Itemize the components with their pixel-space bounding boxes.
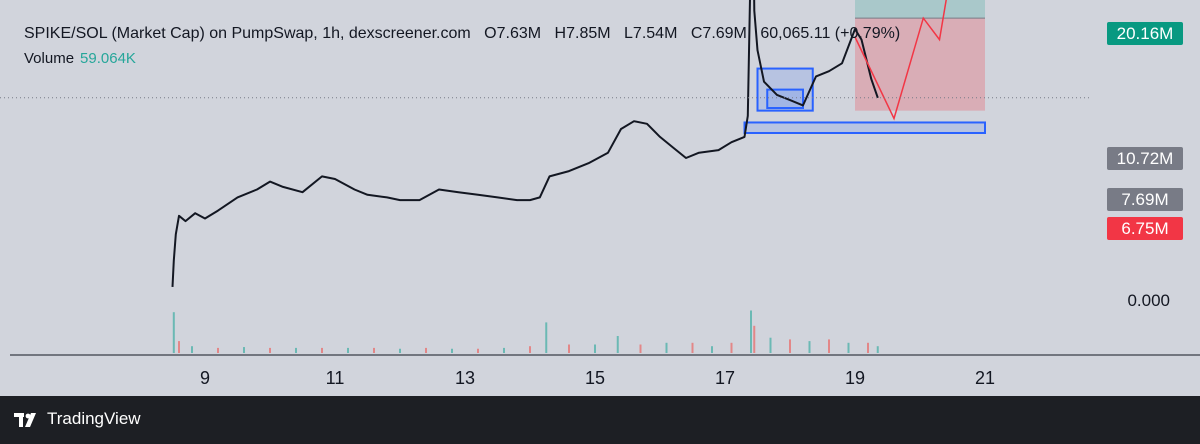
volume-bar — [711, 346, 713, 353]
projection-line — [854, 0, 947, 121]
volume-bar — [269, 347, 271, 353]
volume-bar — [867, 342, 869, 353]
profit-zone — [855, 0, 985, 19]
volume-bar — [665, 342, 668, 353]
entry-price-badge: 10.72M — [1107, 147, 1183, 170]
volume-bar — [217, 347, 219, 353]
low-value: L7.54M — [624, 25, 678, 42]
volume-bar — [730, 342, 733, 353]
position-tool[interactable] — [855, 0, 985, 111]
volume-bar — [321, 347, 323, 353]
time-axis-labels[interactable]: 9 11 13 15 17 19 21 — [200, 368, 995, 388]
projection-path[interactable] — [854, 0, 985, 121]
volume-bar — [594, 344, 596, 353]
high-value: H7.85M — [554, 25, 611, 42]
x-tick-label: 21 — [975, 368, 995, 388]
volume-label: Volume — [24, 50, 75, 67]
price-series — [171, 0, 879, 287]
volume-bar — [616, 336, 619, 353]
volume-bar — [178, 341, 180, 353]
volume-bar — [750, 310, 752, 353]
volume-bar — [373, 347, 375, 353]
volume-bar — [347, 347, 349, 353]
volume-bar — [191, 346, 193, 353]
volume-bars — [172, 310, 879, 353]
x-tick-label: 9 — [200, 368, 210, 388]
close-value: C7.69M — [690, 25, 747, 42]
price-line — [171, 0, 879, 287]
volume-bar — [243, 347, 245, 353]
volume-legend: Volume 59.064K — [24, 50, 136, 67]
x-tick-label: 13 — [455, 368, 475, 388]
volume-bar — [828, 339, 830, 353]
volume-bar — [753, 325, 756, 353]
last-price-badge: 7.69M — [1107, 188, 1183, 211]
volume-bar — [172, 312, 175, 353]
volume-value: 59.064K — [80, 50, 136, 67]
volume-bar — [451, 348, 453, 353]
chart-legend-header: SPIKE/SOL (Market Cap) on PumpSwap, 1h, … — [24, 25, 909, 43]
target-price-badge: 20.16M — [1107, 22, 1183, 45]
stop-price-badge: 6.75M — [1107, 217, 1183, 240]
volume-bar — [847, 342, 850, 353]
x-tick-label: 19 — [845, 368, 865, 388]
footer-bar: TradingView — [0, 396, 1200, 444]
tradingview-logo-icon[interactable] — [14, 411, 42, 429]
x-tick-label: 11 — [326, 368, 345, 388]
volume-bar — [545, 322, 548, 353]
change-value: 60,065.11 (+0.79%) — [760, 25, 901, 42]
volume-bar — [876, 346, 879, 353]
x-tick-label: 17 — [715, 368, 735, 388]
volume-bar — [769, 337, 772, 353]
volume-bar — [808, 341, 811, 353]
x-tick-label: 15 — [585, 368, 605, 388]
volume-bar — [691, 342, 694, 353]
volume-bar — [295, 347, 297, 353]
support-boxes[interactable] — [743, 67, 986, 134]
volume-bar — [639, 344, 642, 353]
volume-bar — [529, 346, 531, 353]
volume-bar — [789, 339, 791, 353]
pair-title: SPIKE/SOL (Market Cap) on PumpSwap, 1h, … — [24, 25, 471, 42]
volume-bar — [503, 347, 505, 353]
y-tick-label: 0.000 — [1127, 291, 1170, 310]
volume-bar — [477, 348, 479, 353]
volume-bar — [425, 347, 427, 353]
brand-name[interactable]: TradingView — [47, 409, 141, 428]
volume-bar — [568, 344, 570, 353]
open-value: O7.63M — [484, 25, 542, 42]
support-box — [743, 121, 986, 134]
volume-bar — [399, 348, 401, 353]
